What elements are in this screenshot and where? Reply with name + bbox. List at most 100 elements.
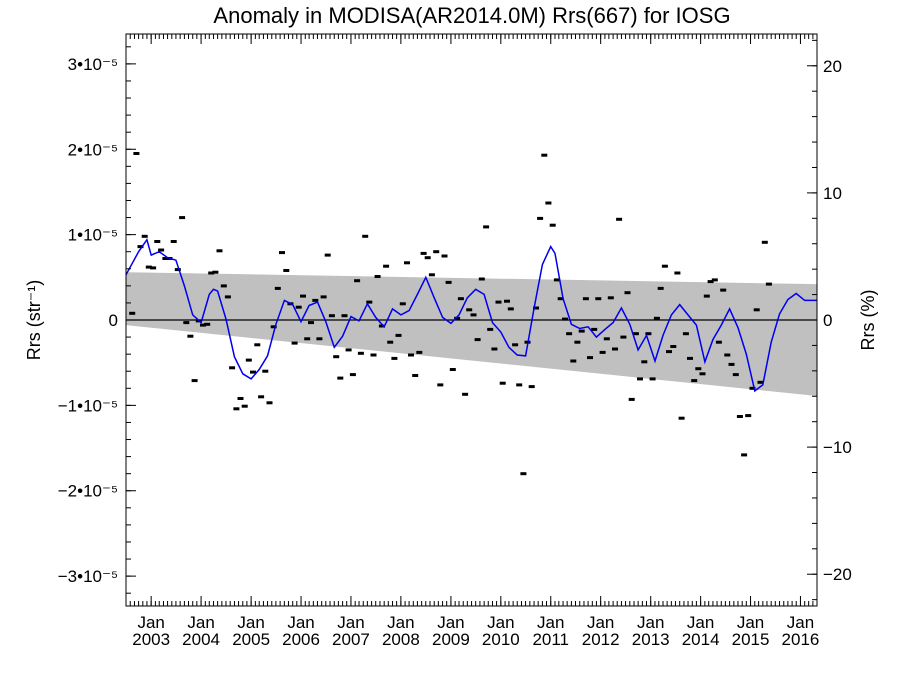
monthly-anomaly-point xyxy=(295,305,302,309)
monthly-anomaly-point xyxy=(300,294,306,298)
monthly-anomaly-point xyxy=(516,383,523,387)
monthly-anomaly-point xyxy=(687,356,693,360)
monthly-anomaly-point xyxy=(250,370,256,374)
x-tick-label-month: Jan xyxy=(587,613,614,632)
monthly-anomaly-point xyxy=(200,323,206,327)
monthly-anomaly-point xyxy=(341,314,348,318)
monthly-anomaly-point xyxy=(616,217,623,221)
monthly-anomaly-point xyxy=(357,351,364,355)
monthly-anomaly-point xyxy=(158,248,165,252)
monthly-anomaly-point xyxy=(724,353,731,357)
monthly-anomaly-point xyxy=(641,360,648,364)
monthly-anomaly-point xyxy=(424,256,431,260)
y-tick-label-right: 10 xyxy=(823,184,842,203)
monthly-anomaly-point xyxy=(391,356,398,360)
monthly-anomaly-point xyxy=(657,286,664,290)
monthly-anomaly-point xyxy=(595,297,602,301)
monthly-anomaly-point xyxy=(549,223,556,227)
monthly-anomaly-point xyxy=(266,401,273,405)
x-tick-label-month: Jan xyxy=(237,613,264,632)
monthly-anomaly-point xyxy=(645,332,652,336)
monthly-anomaly-point xyxy=(728,362,735,366)
monthly-anomaly-point xyxy=(578,329,585,333)
monthly-anomaly-point xyxy=(541,153,548,157)
y-tick-label-right: −20 xyxy=(823,565,852,584)
x-tick-label-month: Jan xyxy=(637,613,664,632)
monthly-anomaly-point xyxy=(682,332,689,336)
monthly-anomaly-point xyxy=(661,264,668,268)
monthly-anomaly-point xyxy=(474,338,481,342)
monthly-anomaly-point xyxy=(666,350,672,354)
x-tick-label-month: Jan xyxy=(687,613,714,632)
monthly-anomaly-point xyxy=(237,397,244,400)
x-tick-label-month: Jan xyxy=(787,613,814,632)
x-tick-label-year: 2011 xyxy=(532,630,569,649)
monthly-anomaly-point xyxy=(732,373,739,377)
x-tick-label-month: Jan xyxy=(537,613,564,632)
monthly-anomaly-point xyxy=(670,345,677,348)
monthly-anomaly-point xyxy=(354,279,361,283)
monthly-anomaly-point xyxy=(137,245,144,249)
monthly-anomaly-point xyxy=(233,407,240,411)
monthly-anomaly-point xyxy=(229,366,236,370)
monthly-anomaly-point xyxy=(607,296,614,300)
monthly-anomaly-point xyxy=(599,350,606,354)
monthly-anomaly-point xyxy=(653,316,660,320)
monthly-anomaly-point xyxy=(454,316,461,320)
x-tick-label-year: 2005 xyxy=(232,630,270,649)
monthly-anomaly-point xyxy=(204,322,211,326)
monthly-anomaly-point xyxy=(129,311,136,315)
monthly-anomaly-point xyxy=(220,284,227,288)
monthly-anomaly-point xyxy=(562,317,568,321)
monthly-anomaly-point xyxy=(399,302,406,306)
monthly-anomaly-point xyxy=(308,321,314,325)
monthly-anomaly-point xyxy=(420,251,427,255)
y-tick-label-right: 20 xyxy=(823,57,842,76)
monthly-anomaly-point xyxy=(674,271,681,275)
monthly-anomaly-point xyxy=(499,381,506,385)
x-tick-label-month: Jan xyxy=(187,613,214,632)
monthly-anomaly-point xyxy=(366,300,373,304)
x-tick-label-year: 2007 xyxy=(332,630,370,649)
monthly-anomaly-point xyxy=(537,216,544,220)
y-tick-label-left: 1•10⁻⁵ xyxy=(68,226,118,245)
monthly-anomaly-point xyxy=(520,472,527,476)
monthly-anomaly-point xyxy=(449,368,456,371)
x-tick-label-month: Jan xyxy=(387,613,414,632)
monthly-anomaly-point xyxy=(699,372,706,376)
monthly-anomaly-point xyxy=(141,234,148,238)
monthly-anomaly-point xyxy=(170,240,177,243)
monthly-anomaly-point xyxy=(262,369,269,373)
monthly-anomaly-point xyxy=(433,250,440,254)
monthly-anomaly-point xyxy=(283,269,290,272)
y-tick-label-left: 2•10⁻⁵ xyxy=(68,140,118,159)
monthly-anomaly-point xyxy=(553,278,560,282)
monthly-anomaly-point xyxy=(478,277,485,281)
monthly-anomaly-point xyxy=(703,294,710,298)
monthly-anomaly-point xyxy=(624,291,631,295)
monthly-anomaly-point xyxy=(707,280,714,284)
x-tick-label-year: 2008 xyxy=(382,630,420,649)
monthly-anomaly-point xyxy=(216,249,223,253)
monthly-anomaly-point xyxy=(416,350,423,354)
monthly-anomaly-point xyxy=(483,225,490,229)
monthly-anomaly-point xyxy=(557,297,564,301)
monthly-anomaly-point xyxy=(628,397,635,401)
monthly-anomaly-point xyxy=(174,268,181,272)
monthly-anomaly-point xyxy=(187,334,194,338)
monthly-anomaly-point xyxy=(620,335,627,339)
monthly-anomaly-point xyxy=(245,358,252,362)
monthly-anomaly-point xyxy=(208,271,215,275)
monthly-anomaly-point xyxy=(533,306,539,310)
monthly-anomaly-point xyxy=(757,380,764,384)
monthly-anomaly-point xyxy=(528,385,535,389)
monthly-anomaly-point xyxy=(270,325,277,329)
monthly-anomaly-point xyxy=(383,264,390,268)
monthly-anomaly-point xyxy=(387,340,394,344)
y-tick-label-left: −3•10⁻⁵ xyxy=(58,567,118,586)
monthly-anomaly-point xyxy=(678,416,685,420)
monthly-anomaly-point xyxy=(333,355,340,359)
monthly-anomaly-point xyxy=(312,298,319,302)
y-tick-label-right: −10 xyxy=(823,438,852,457)
monthly-anomaly-point xyxy=(745,414,752,418)
